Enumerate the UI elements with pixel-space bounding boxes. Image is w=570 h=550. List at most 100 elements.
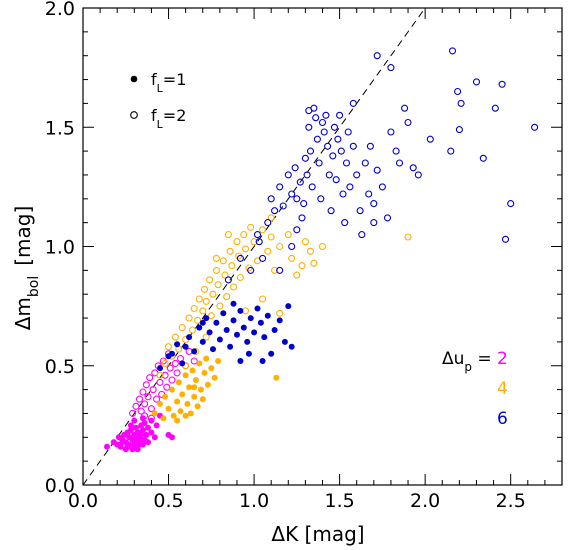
data-point bbox=[318, 118, 327, 127]
color-legend-title-suffix: = bbox=[472, 349, 492, 369]
data-point bbox=[178, 324, 186, 332]
data-point bbox=[191, 384, 198, 391]
data-point bbox=[199, 307, 207, 315]
data-point bbox=[237, 358, 244, 364]
data-point bbox=[208, 365, 215, 372]
data-point bbox=[144, 393, 152, 401]
data-point bbox=[498, 80, 506, 88]
data-point bbox=[220, 310, 227, 317]
data-point bbox=[250, 238, 258, 246]
data-point bbox=[447, 147, 455, 155]
data-point bbox=[334, 135, 342, 143]
data-point bbox=[255, 238, 263, 246]
data-point bbox=[332, 176, 340, 184]
data-point bbox=[247, 266, 255, 274]
data-point bbox=[170, 412, 177, 419]
data-point bbox=[185, 314, 193, 322]
data-point bbox=[206, 329, 213, 336]
data-point bbox=[214, 281, 222, 289]
data-point bbox=[127, 427, 134, 434]
data-point bbox=[241, 245, 250, 253]
data-point bbox=[264, 219, 272, 227]
data-point bbox=[216, 336, 223, 343]
data-point bbox=[267, 233, 275, 241]
data-point bbox=[259, 254, 267, 262]
y-tick-label: 1.5 bbox=[45, 117, 75, 139]
data-point bbox=[129, 409, 137, 417]
data-point bbox=[190, 357, 198, 365]
series-du6-fL1 bbox=[157, 300, 295, 372]
color-legend: Δup = 2 4 6 bbox=[442, 349, 508, 429]
data-point bbox=[373, 52, 381, 60]
data-point bbox=[212, 254, 220, 262]
data-point bbox=[409, 164, 417, 172]
data-point bbox=[226, 247, 234, 255]
data-point bbox=[344, 128, 352, 136]
series-du2-fL2 bbox=[129, 347, 198, 422]
data-point bbox=[341, 219, 349, 227]
data-point bbox=[186, 384, 193, 391]
data-point bbox=[455, 126, 463, 134]
data-point bbox=[285, 303, 292, 310]
data-point bbox=[164, 343, 173, 351]
data-point bbox=[223, 293, 231, 301]
data-point bbox=[179, 360, 186, 367]
data-point bbox=[284, 171, 292, 179]
data-point bbox=[216, 302, 224, 310]
data-point bbox=[190, 304, 198, 313]
marker-legend-symbol: f bbox=[151, 70, 157, 89]
data-point bbox=[132, 402, 140, 410]
data-point bbox=[259, 358, 266, 364]
data-point bbox=[188, 326, 197, 334]
data-point bbox=[142, 381, 150, 389]
data-point bbox=[244, 338, 251, 345]
data-point bbox=[329, 152, 337, 160]
data-point bbox=[276, 242, 284, 251]
data-point bbox=[211, 374, 218, 381]
data-point bbox=[291, 164, 299, 172]
data-point bbox=[233, 238, 241, 246]
data-point bbox=[156, 371, 164, 379]
data-point bbox=[229, 283, 238, 291]
filled-marker-icon bbox=[130, 75, 138, 83]
data-point bbox=[163, 383, 171, 391]
data-point bbox=[196, 324, 203, 331]
data-point bbox=[207, 312, 215, 320]
data-point bbox=[203, 355, 210, 362]
data-point bbox=[308, 183, 316, 191]
marker-legend: fL=1fL=2 bbox=[130, 70, 186, 131]
marker-legend-label: fL=1 bbox=[151, 70, 186, 95]
data-point bbox=[305, 107, 313, 115]
data-point bbox=[104, 443, 110, 450]
data-point bbox=[191, 393, 198, 400]
data-point bbox=[137, 407, 145, 415]
data-point bbox=[160, 415, 167, 422]
data-point bbox=[141, 412, 149, 420]
data-point bbox=[202, 333, 210, 341]
data-point bbox=[169, 350, 175, 357]
data-point bbox=[373, 166, 381, 174]
data-point bbox=[196, 360, 203, 367]
data-point bbox=[236, 273, 244, 282]
data-point bbox=[267, 195, 275, 203]
data-point bbox=[259, 226, 267, 234]
data-point bbox=[129, 446, 136, 453]
marker-legend-symbol: f bbox=[151, 106, 157, 125]
data-point bbox=[325, 171, 333, 179]
data-point bbox=[313, 135, 321, 143]
data-point bbox=[202, 297, 210, 305]
data-point bbox=[199, 338, 206, 345]
data-point bbox=[215, 358, 222, 364]
data-point bbox=[318, 242, 327, 251]
reference-line-layer bbox=[82, 7, 426, 486]
data-point bbox=[198, 386, 204, 393]
data-point bbox=[139, 388, 147, 396]
data-point bbox=[298, 214, 306, 222]
data-point bbox=[179, 391, 186, 398]
data-point bbox=[161, 359, 169, 367]
data-point bbox=[300, 200, 308, 208]
data-point bbox=[219, 257, 227, 265]
one-to-one-reference-line bbox=[82, 7, 426, 486]
data-point bbox=[247, 223, 255, 231]
data-point bbox=[182, 343, 189, 350]
